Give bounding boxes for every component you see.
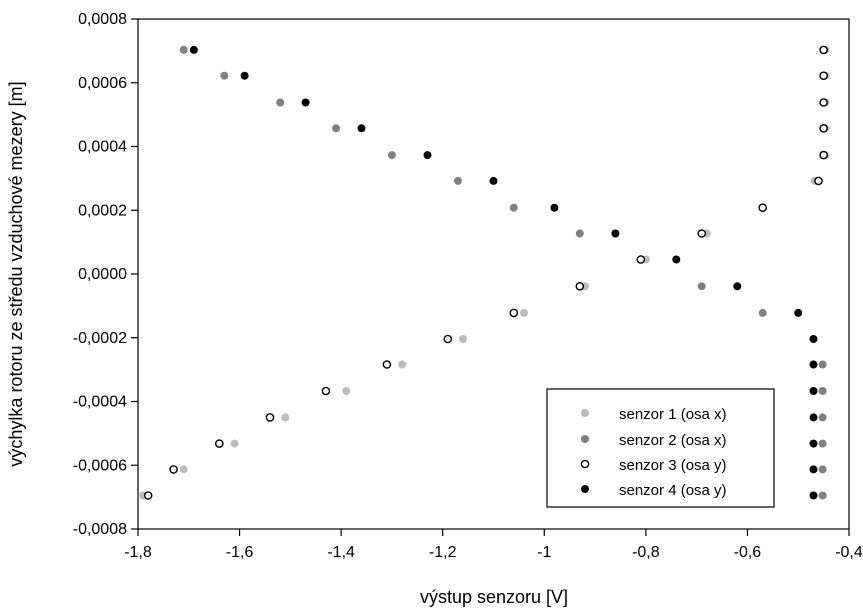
x-tick-label: -1,8 [124, 544, 152, 561]
data-point [220, 71, 229, 80]
data-point [459, 335, 467, 343]
data-point [276, 98, 285, 107]
x-tick-label: -0,6 [734, 544, 762, 561]
data-point [818, 465, 827, 474]
data-point [611, 229, 620, 238]
data-point [809, 360, 818, 369]
x-tick-label: -1 [537, 544, 551, 561]
data-point [636, 255, 646, 264]
legend-label-senzor-4: senzor 4 (osa y) [619, 482, 727, 499]
data-point [550, 203, 559, 212]
x-tick-label: -0,8 [632, 544, 660, 561]
data-point [809, 465, 818, 474]
data-point [818, 491, 827, 500]
data-point [169, 465, 178, 474]
y-tick-label: -0,0008 [73, 521, 127, 538]
data-point [818, 360, 827, 369]
data-point [809, 491, 818, 500]
series-3 [143, 45, 828, 500]
data-point [819, 124, 828, 133]
x-tick-label: -0,4 [835, 544, 863, 561]
data-point [818, 413, 827, 422]
data-point [509, 308, 519, 318]
y-axis: 0,0008 0,0006 0,0004 0,0002 0,0000 -0,0002 -0,… [73, 11, 138, 538]
data-point [758, 308, 767, 317]
data-point [818, 439, 827, 448]
x-tick-label: -1,2 [429, 544, 457, 561]
y-tick-label: 0,0002 [78, 202, 127, 219]
data-point [809, 413, 818, 422]
data-point [794, 308, 803, 317]
data-point [214, 439, 224, 448]
legend-marker-senzor-2 [581, 435, 589, 443]
data-point [423, 151, 432, 160]
x-tick-label: -1,6 [226, 544, 254, 561]
data-point [819, 150, 828, 160]
data-point [230, 439, 239, 448]
data-point [382, 360, 392, 369]
y-tick-label: 0,0006 [78, 75, 127, 92]
data-point [357, 124, 366, 133]
data-point [332, 124, 341, 133]
x-tick-label: -1,4 [327, 544, 355, 561]
data-point [240, 71, 249, 80]
data-point [819, 45, 828, 55]
y-tick-label: -0,0004 [73, 394, 127, 411]
legend-marker-senzor-1 [581, 409, 589, 417]
data-point [342, 387, 351, 395]
data-point [398, 360, 407, 369]
y-tick-label: -0,0002 [73, 330, 127, 347]
x-axis: -1,8 -1,6 -1,4 -1,2 -1 -0,8 -0,6 -0,4 [124, 529, 863, 561]
data-point [697, 229, 707, 238]
data-point [575, 229, 584, 238]
data-point [387, 151, 396, 160]
data-point [301, 98, 310, 107]
y-tick-label: 0,0004 [78, 139, 127, 156]
legend: senzor 1 (osa x) senzor 2 (osa x) senzor… [546, 388, 775, 508]
data-point [179, 45, 188, 54]
y-tick-label: 0,0000 [78, 266, 127, 283]
data-point [321, 386, 331, 396]
data-points [139, 45, 830, 500]
data-point [819, 98, 828, 107]
data-point [818, 387, 827, 395]
data-point [281, 413, 290, 422]
legend-marker-senzor-4 [581, 485, 589, 493]
legend-marker-senzor-3 [580, 459, 590, 469]
data-point [809, 387, 818, 395]
data-point [672, 255, 681, 264]
data-point [819, 71, 828, 80]
data-point [265, 413, 275, 422]
data-point [809, 439, 818, 448]
data-point [489, 176, 498, 185]
data-point [454, 176, 462, 185]
data-point [758, 203, 768, 212]
data-point [575, 281, 585, 291]
y-axis-label: výchylka rotoru ze středu vzduchové meze… [6, 81, 26, 466]
data-point [733, 282, 742, 291]
legend-label-senzor-1: senzor 1 (osa x) [619, 406, 727, 423]
data-point [520, 308, 528, 317]
y-tick-label: -0,0006 [73, 457, 127, 474]
x-axis-label: výstup senzoru [V] [420, 587, 568, 607]
series-2 [179, 45, 827, 500]
legend-label-senzor-2: senzor 2 (osa x) [619, 432, 727, 449]
legend-label-senzor-3: senzor 3 (osa y) [619, 457, 727, 474]
series-4 [189, 45, 818, 500]
y-tick-label: 0,0008 [78, 11, 127, 28]
data-point [443, 334, 453, 344]
data-point [189, 45, 198, 54]
data-point [509, 203, 518, 212]
data-point [697, 282, 706, 291]
data-point [179, 465, 188, 474]
data-point [143, 491, 153, 500]
data-point [809, 335, 818, 343]
data-point [814, 176, 823, 186]
